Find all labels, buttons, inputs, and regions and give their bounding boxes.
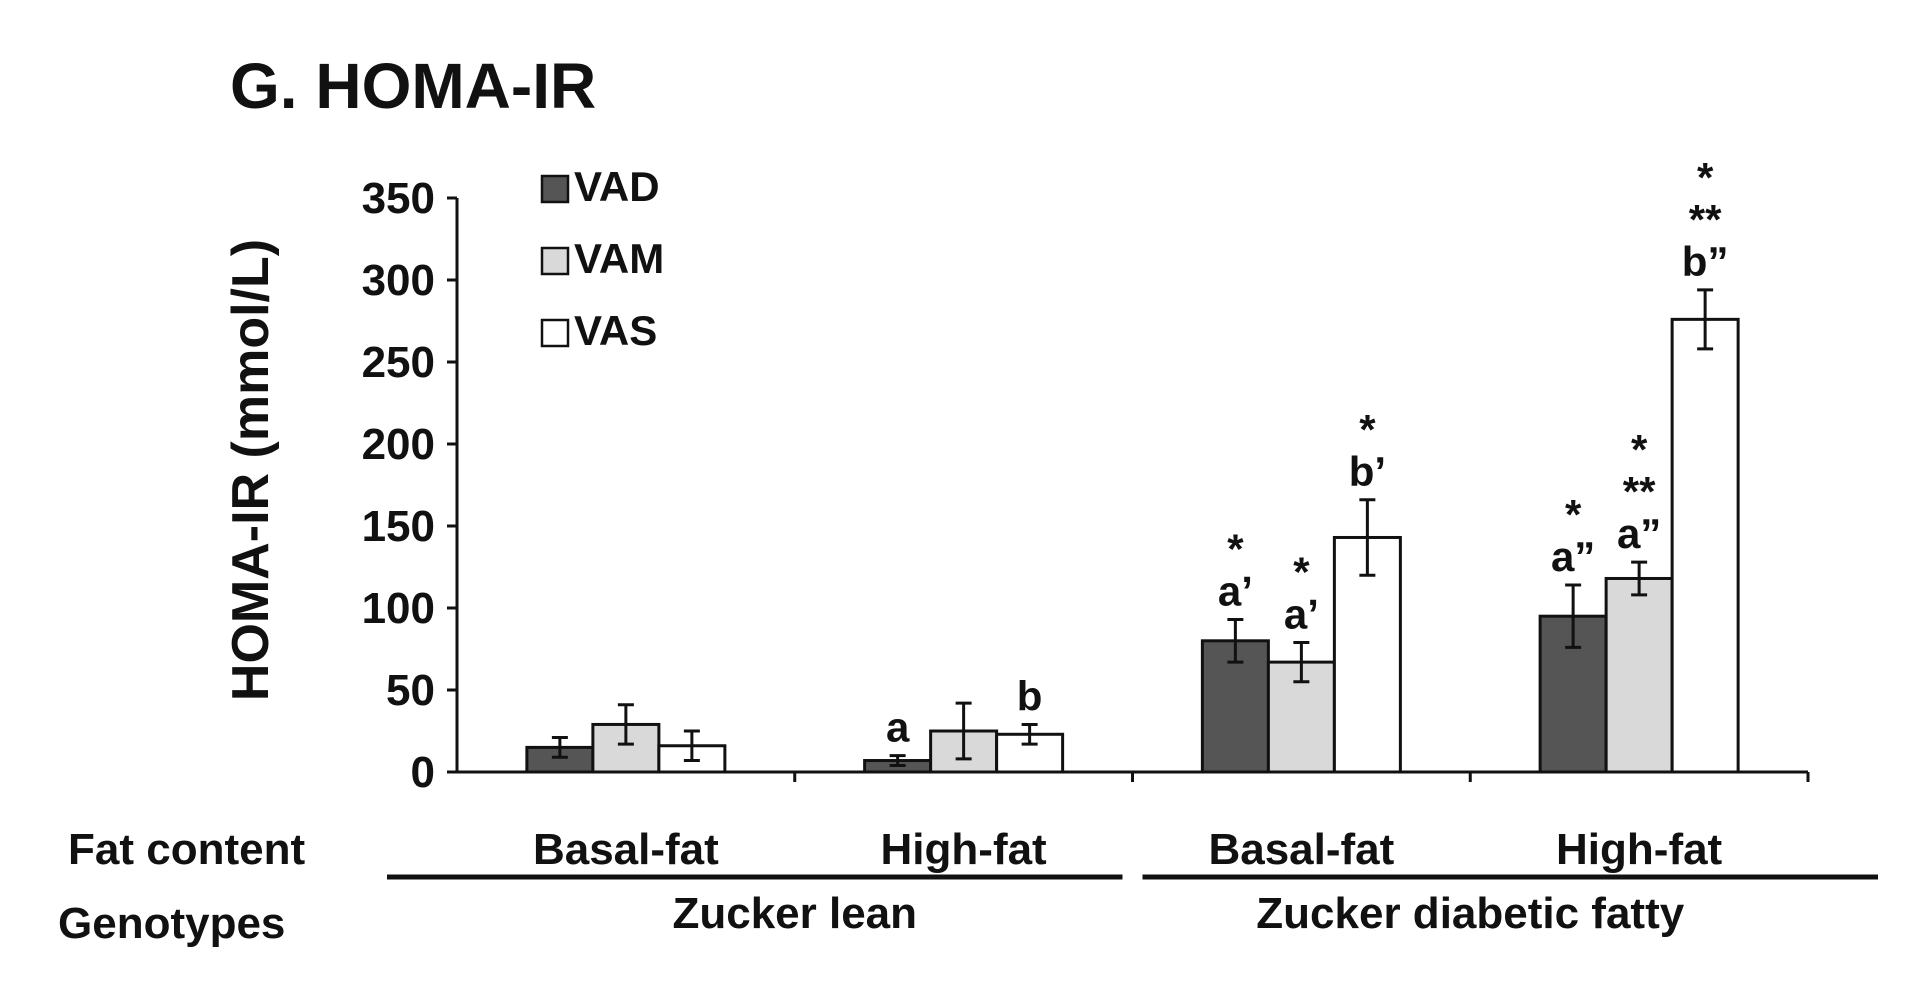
legend-swatch-vam xyxy=(540,246,570,276)
fat-content-label: Basal-fat xyxy=(1208,825,1394,874)
fat-content-label: Basal-fat xyxy=(533,825,719,874)
y-tick-label: 150 xyxy=(362,502,435,551)
significance-label: * xyxy=(1359,406,1376,453)
significance-label: * xyxy=(1293,548,1310,595)
significance-label: * xyxy=(1631,426,1648,473)
significance-label: * xyxy=(1227,525,1244,572)
legend-label: VAD xyxy=(574,163,660,210)
x-axis-labels: Fat content Genotypes Basal-fat High-fat B… xyxy=(58,825,1878,948)
significance-label: b” xyxy=(1682,238,1729,285)
y-tick-label: 50 xyxy=(386,666,435,715)
legend: VAD VAM VAS xyxy=(540,163,664,354)
significance-label: ** xyxy=(1689,196,1722,243)
fat-content-label: High-fat xyxy=(881,825,1048,874)
significance-label: b xyxy=(1017,672,1043,719)
significance-label: a” xyxy=(1551,533,1595,580)
legend-label: VAM xyxy=(574,235,664,282)
bars-group xyxy=(525,288,1740,774)
significance-label: a xyxy=(886,704,910,751)
bar-vas xyxy=(1670,317,1740,774)
y-axis-label: HOMA-IR (mmol/L) xyxy=(222,239,280,701)
genotype-label: Zucker diabetic fatty xyxy=(1256,889,1684,938)
y-tick-label: 0 xyxy=(411,748,435,797)
significance-label: a’ xyxy=(1284,590,1319,637)
legend-swatch-vad xyxy=(540,174,570,204)
y-tick-label: 300 xyxy=(362,256,435,305)
genotypes-row-label: Genotypes xyxy=(58,899,285,948)
significance-label: * xyxy=(1565,491,1582,538)
y-tick-label: 100 xyxy=(362,584,435,633)
y-axis-ticks: 0 50 100 150 200 250 300 350 xyxy=(362,174,457,797)
significance-label: a” xyxy=(1617,510,1661,557)
legend-label: VAS xyxy=(574,307,657,354)
significance-annotations: aba’*a’*b’*a”* a”***b”*** xyxy=(886,154,1729,751)
fat-content-row-label: Fat content xyxy=(68,825,305,874)
y-tick-label: 350 xyxy=(362,174,435,223)
significance-label: ** xyxy=(1623,468,1656,515)
bar-vam xyxy=(1604,576,1674,774)
significance-label: b’ xyxy=(1349,448,1386,495)
genotype-label: Zucker lean xyxy=(672,889,917,938)
chart-title: G. HOMA-IR xyxy=(230,50,596,122)
y-tick-label: 250 xyxy=(362,338,435,387)
significance-label: * xyxy=(1697,154,1714,201)
legend-swatch-vas xyxy=(540,318,570,348)
y-tick-label: 200 xyxy=(362,420,435,469)
fat-content-label: High-fat xyxy=(1556,825,1723,874)
significance-label: a’ xyxy=(1218,567,1253,614)
